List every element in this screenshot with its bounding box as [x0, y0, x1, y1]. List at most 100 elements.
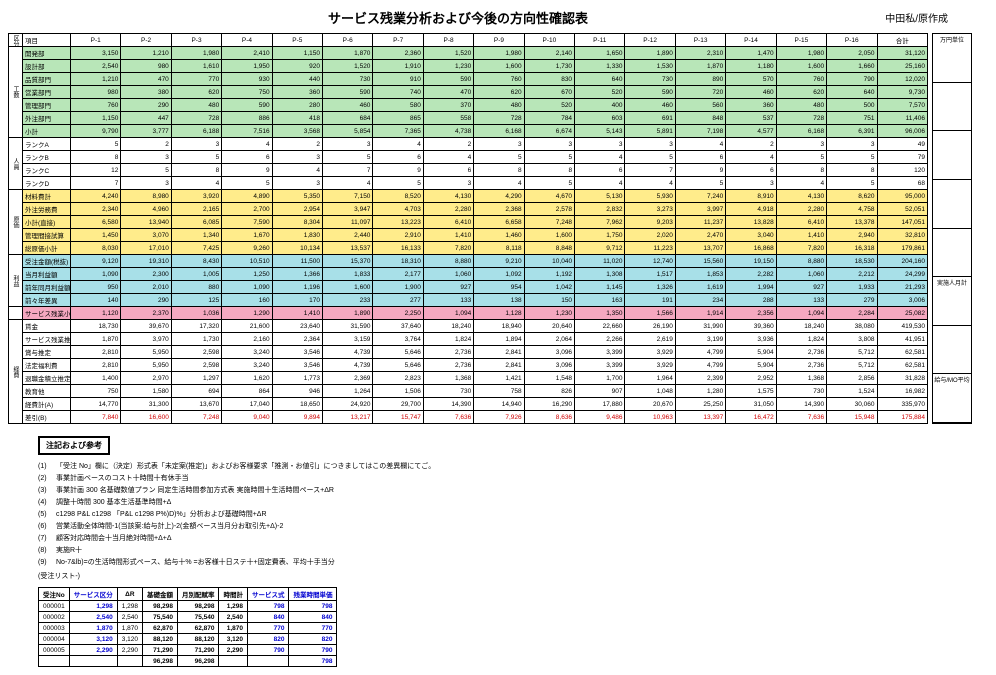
col-header: P-2 — [121, 34, 171, 47]
table-row: 賞与推定2,8105,9502,5983,2403,5464,7395,6462… — [9, 346, 928, 359]
data-cell: 5 — [524, 151, 574, 164]
data-cell: 7,365 — [373, 125, 423, 138]
data-cell: 31,120 — [877, 47, 928, 60]
data-cell: 2,368 — [474, 203, 524, 216]
data-cell: 620 — [776, 86, 826, 99]
data-cell: 3,399 — [575, 359, 625, 372]
data-cell: 1,700 — [575, 372, 625, 385]
note-line: (3)事業計画 300 名基礎数値プラン 同定生活時間参加方式表 実施時間十生活… — [38, 485, 988, 495]
data-cell: 4 — [474, 177, 524, 190]
data-cell: 18,530 — [827, 255, 877, 268]
data-cell: 3,273 — [625, 203, 675, 216]
data-cell: 603 — [575, 112, 625, 125]
data-cell: 1,830 — [272, 229, 322, 242]
data-cell: 750 — [71, 385, 121, 398]
data-cell: 3,240 — [222, 359, 272, 372]
data-cell: 15,560 — [675, 255, 725, 268]
data-cell: 927 — [423, 281, 473, 294]
data-cell: 133 — [776, 294, 826, 307]
data-cell: 7,248 — [524, 216, 574, 229]
data-cell: 1,250 — [222, 268, 272, 281]
data-cell: 1,090 — [222, 281, 272, 294]
data-cell: 1,460 — [474, 229, 524, 242]
data-cell: 7,820 — [776, 242, 826, 255]
data-cell: 1,580 — [121, 385, 171, 398]
data-cell: 670 — [524, 86, 574, 99]
data-cell: 740 — [373, 86, 423, 99]
data-cell: 930 — [222, 73, 272, 86]
data-cell: 4 — [171, 177, 221, 190]
data-cell: 1,094 — [423, 307, 473, 320]
data-cell: 140 — [71, 294, 121, 307]
data-cell: 9,203 — [625, 216, 675, 229]
data-cell: 537 — [726, 112, 776, 125]
data-cell: 1,950 — [222, 60, 272, 73]
data-cell: 6,658 — [474, 216, 524, 229]
data-cell: 9,486 — [575, 411, 625, 424]
data-cell: 9 — [373, 164, 423, 177]
data-cell: 760 — [474, 73, 524, 86]
table-row: 外注部門1,1504477288864186848655587287846036… — [9, 112, 928, 125]
data-cell: 13,378 — [827, 216, 877, 229]
data-cell: 758 — [474, 385, 524, 398]
data-cell: 1,036 — [171, 307, 221, 320]
col-header: P-8 — [423, 34, 473, 47]
data-cell: 558 — [423, 112, 473, 125]
data-cell: 13,670 — [171, 398, 221, 411]
data-cell: 980 — [71, 86, 121, 99]
data-cell: 730 — [776, 385, 826, 398]
data-cell: 1,150 — [71, 112, 121, 125]
sub-row: 0000052,2902,29071,29071,2902,290790790 — [39, 645, 337, 656]
data-cell: 17,040 — [222, 398, 272, 411]
data-cell: 6 — [423, 164, 473, 177]
data-cell: 2,140 — [524, 47, 574, 60]
row-label: 当月利益額 — [23, 268, 71, 281]
sub-cell: 3,120 — [117, 634, 142, 645]
data-cell: 4,130 — [423, 190, 473, 203]
data-cell: 15,948 — [827, 411, 877, 424]
data-cell: 2,598 — [171, 359, 221, 372]
data-cell: 640 — [575, 73, 625, 86]
data-cell: 4,918 — [726, 203, 776, 216]
sub-cell: 000003 — [39, 623, 70, 634]
data-cell: 3,947 — [323, 203, 373, 216]
data-cell: 1,933 — [827, 281, 877, 294]
data-cell: 5 — [675, 177, 725, 190]
side-column: 万円単位実施人月計給与/MO平均 — [932, 33, 972, 424]
data-cell: 3,936 — [726, 333, 776, 346]
data-cell: 400 — [575, 99, 625, 112]
data-cell: 16,133 — [373, 242, 423, 255]
note-line: (1)「受注 No」欄に（決定）形式表「未定案(推定)」およびお客様要求「推測・… — [38, 461, 988, 471]
data-cell: 1,980 — [171, 47, 221, 60]
data-cell: 580 — [373, 99, 423, 112]
data-cell: 5 — [827, 177, 877, 190]
data-cell: 360 — [726, 99, 776, 112]
data-cell: 2,810 — [71, 359, 121, 372]
data-cell: 2,810 — [71, 346, 121, 359]
data-cell: 3,929 — [625, 346, 675, 359]
table-row: 総原価小計8,03017,0107,4259,26010,13413,53716… — [9, 242, 928, 255]
data-cell: 1,264 — [323, 385, 373, 398]
data-cell: 3 — [726, 177, 776, 190]
data-cell: 11,020 — [575, 255, 625, 268]
data-cell: 1,230 — [524, 307, 574, 320]
sub-cell: 1,298 — [69, 601, 117, 612]
table-row: ランクD734534534544534568 — [9, 177, 928, 190]
data-cell: 3,040 — [726, 229, 776, 242]
data-cell: 1,914 — [675, 307, 725, 320]
data-cell: 5,143 — [575, 125, 625, 138]
row-label: 経費計(A) — [23, 398, 71, 411]
data-cell: 1,620 — [222, 372, 272, 385]
data-cell: 7,425 — [171, 242, 221, 255]
data-cell: 418 — [272, 112, 322, 125]
sub-cell: 000004 — [39, 634, 70, 645]
data-cell: 3,764 — [373, 333, 423, 346]
data-cell: 2,841 — [474, 346, 524, 359]
data-cell: 2,440 — [323, 229, 373, 242]
side-cell: 実施人月計 — [933, 277, 971, 326]
data-cell: 62,581 — [877, 359, 928, 372]
data-cell: 5,712 — [827, 346, 877, 359]
data-cell: 1,350 — [575, 307, 625, 320]
data-cell: 4 — [575, 151, 625, 164]
row-label: 前年同月利益額 — [23, 281, 71, 294]
